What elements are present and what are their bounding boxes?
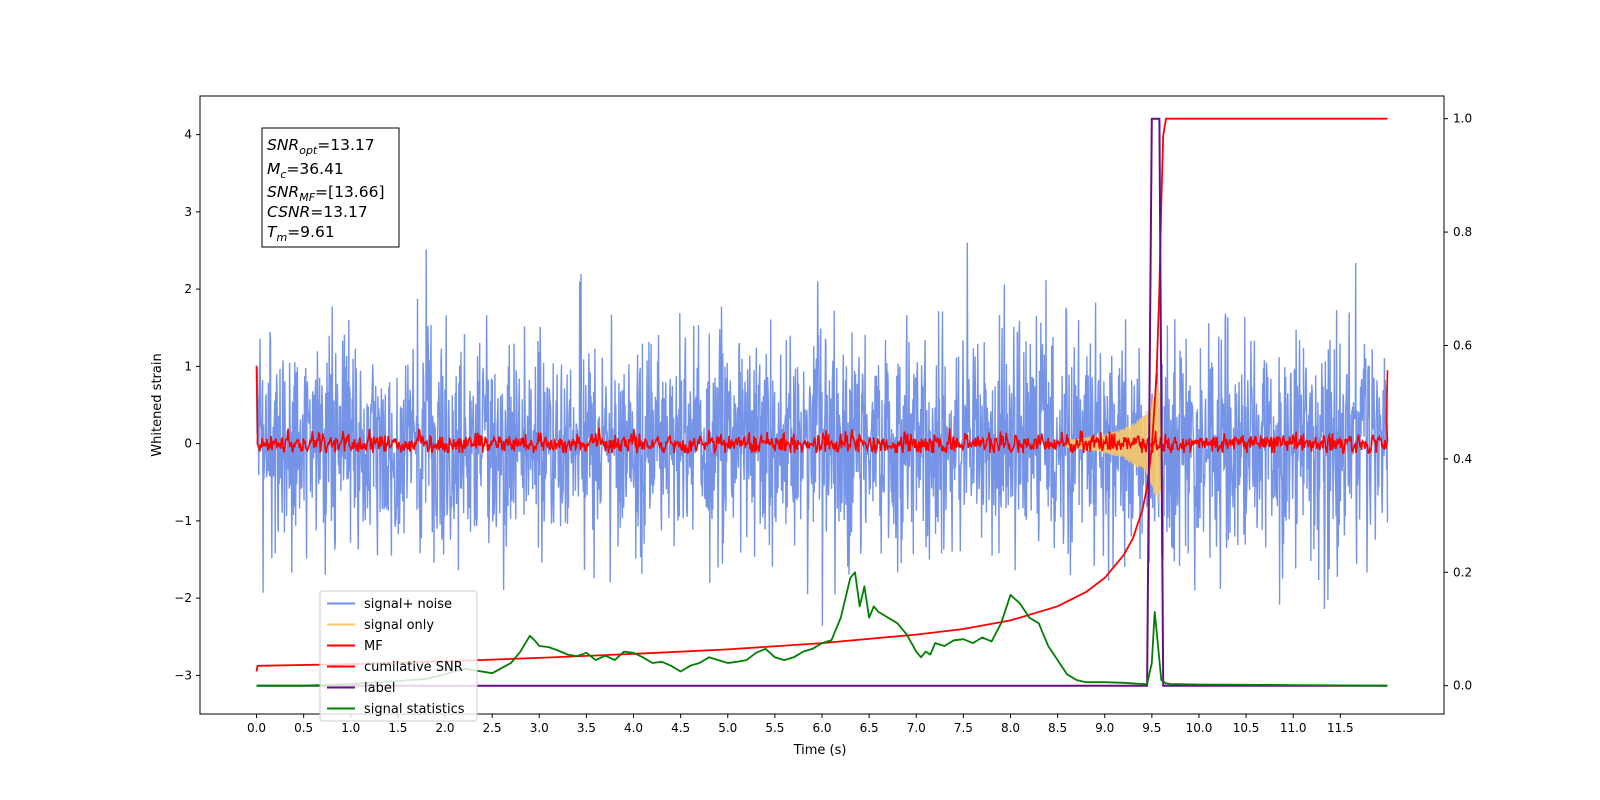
x-tick-label: 4.0 xyxy=(624,721,643,735)
x-tick-label: 5.0 xyxy=(718,721,737,735)
x-tick-label: 7.0 xyxy=(907,721,926,735)
x-tick-label: 4.5 xyxy=(671,721,690,735)
x-tick-label: 8.5 xyxy=(1048,721,1067,735)
x-tick-label: 8.0 xyxy=(1001,721,1020,735)
legend-item-signal-noise: signal+ noise xyxy=(327,597,452,612)
y-tick-label: 0 xyxy=(184,437,192,451)
signal-statistics-series xyxy=(256,571,1388,687)
info-snr-opt: SNRopt=13.17 xyxy=(267,136,375,157)
info-box: SNRopt=13.17 Mc=36.41 SNRMF=[13.66] CSNR… xyxy=(261,127,400,248)
y-right-tick-label: 0.8 xyxy=(1453,225,1472,239)
info-snr-mf: SNRMF=[13.66] xyxy=(267,183,385,204)
legend-item-mf: MF xyxy=(327,639,383,654)
y-axis-right: 0.0 0.2 0.4 0.6 0.8 1.0 xyxy=(1444,112,1472,693)
x-tick-label: 9.0 xyxy=(1095,721,1114,735)
legend-frame xyxy=(319,590,478,722)
legend-label: signal statistics xyxy=(364,702,465,717)
y-axis-left: −3 −2 −1 0 1 2 3 4 xyxy=(174,128,200,682)
x-tick-label: 6.0 xyxy=(812,721,831,735)
y-tick-label: −3 xyxy=(174,668,192,682)
x-tick-label: 1.5 xyxy=(388,721,407,735)
x-tick-label: 2.5 xyxy=(483,721,502,735)
mf-series xyxy=(255,366,1389,455)
x-tick-label: 0.0 xyxy=(247,721,266,735)
mf-line xyxy=(255,366,1389,455)
cumulative-snr-line xyxy=(255,117,1388,672)
y-right-tick-label: 0.0 xyxy=(1453,679,1472,693)
legend-item-signal-statistics: signal statistics xyxy=(327,702,465,717)
info-mc: Mc=36.41 xyxy=(267,160,344,181)
x-tick-label: 10.0 xyxy=(1186,721,1213,735)
y-tick-label: 2 xyxy=(184,282,192,296)
y-axis-label: Whitened strain xyxy=(150,353,165,456)
legend-item-cumulative-snr: cumilative SNR xyxy=(327,660,463,675)
y-tick-label: −1 xyxy=(174,514,192,528)
x-tick-label: 5.5 xyxy=(765,721,784,735)
x-tick-label: 11.5 xyxy=(1327,721,1354,735)
y-tick-label: 4 xyxy=(184,128,192,142)
y-right-tick-label: 0.2 xyxy=(1453,565,1472,579)
x-tick-label: 1.0 xyxy=(341,721,360,735)
x-tick-label: 9.5 xyxy=(1142,721,1161,735)
legend-label: MF xyxy=(364,639,383,654)
x-tick-label: 2.0 xyxy=(435,721,454,735)
legend-label: label xyxy=(364,681,395,696)
y-tick-label: −2 xyxy=(174,591,192,605)
y-tick-label: 3 xyxy=(184,205,192,219)
legend-item-label: label xyxy=(327,681,395,696)
legend-label: cumilative SNR xyxy=(364,660,463,675)
info-box-frame xyxy=(261,127,400,248)
x-tick-label: 6.5 xyxy=(860,721,879,735)
y-tick-label: 1 xyxy=(184,359,192,373)
info-csnr: CSNR=13.17 xyxy=(267,203,368,221)
label-line xyxy=(256,117,1388,687)
cumulative-snr-series xyxy=(255,117,1388,672)
legend-label: signal only xyxy=(364,618,434,633)
x-tick-label: 3.0 xyxy=(530,721,549,735)
legend: signal+ noise signal only MF cumilative … xyxy=(319,590,478,722)
y-right-tick-label: 1.0 xyxy=(1453,112,1472,126)
x-tick-label: 7.5 xyxy=(954,721,973,735)
x-tick-label: 3.5 xyxy=(577,721,596,735)
x-axis: 0.0 0.5 1.0 1.5 2.0 2.5 3.0 3.5 4.0 4.5 5.0 5.5 6.0 6… xyxy=(247,714,1354,735)
label-series xyxy=(256,117,1388,687)
y-right-tick-label: 0.6 xyxy=(1453,338,1472,352)
legend-label: signal+ noise xyxy=(364,597,452,612)
x-tick-label: 10.5 xyxy=(1233,721,1260,735)
info-tm: Tm=9.61 xyxy=(267,223,335,244)
x-axis-label: Time (s) xyxy=(793,743,847,758)
signal-statistics-line xyxy=(256,571,1388,687)
x-tick-label: 0.5 xyxy=(294,721,313,735)
y-right-tick-label: 0.4 xyxy=(1453,452,1472,466)
legend-item-signal-only: signal only xyxy=(327,618,434,633)
x-tick-label: 11.0 xyxy=(1280,721,1307,735)
